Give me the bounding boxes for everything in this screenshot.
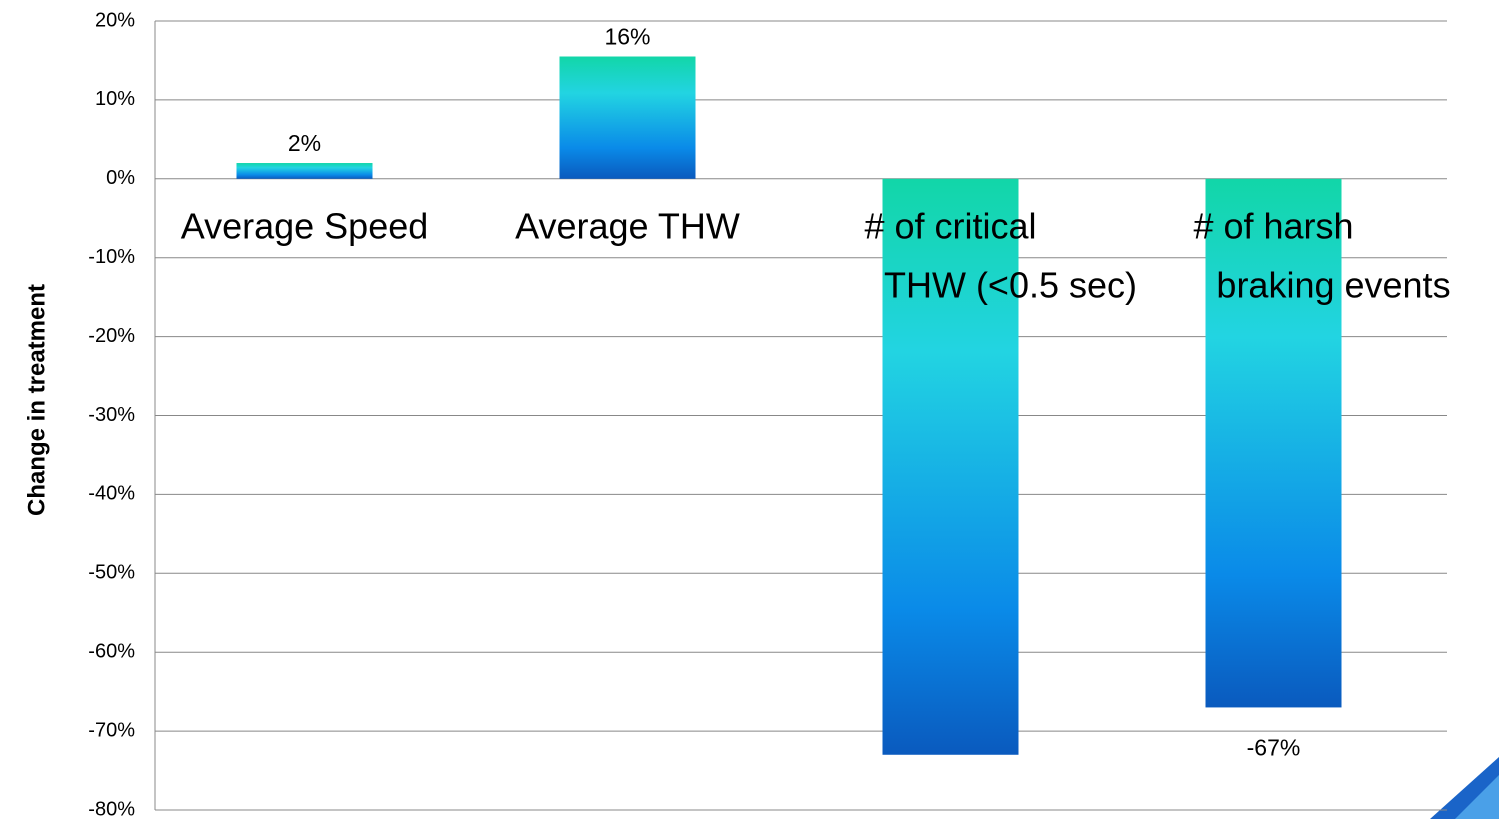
y-tick-label: 20% (95, 9, 135, 31)
value-label: -67% (1247, 735, 1301, 761)
y-tick-label: -30% (88, 404, 135, 426)
bar (236, 163, 373, 179)
y-tick-label: -20% (88, 325, 135, 347)
y-tick-label: 0% (106, 167, 135, 189)
x-tick-label: # of critical (864, 206, 1036, 247)
x-tick-label: Average Speed (181, 206, 429, 247)
bar (559, 56, 696, 179)
x-tick-label: # of harsh (1193, 206, 1353, 247)
bar (882, 178, 1019, 755)
y-tick-label: -50% (88, 562, 135, 584)
value-label: 2% (288, 130, 321, 156)
y-tick-label: -60% (88, 640, 135, 662)
x-tick-label: THW (<0.5 sec) (884, 265, 1137, 306)
y-tick-label: -80% (88, 798, 135, 819)
y-tick-label: 10% (95, 88, 135, 110)
bar (1205, 178, 1342, 708)
x-tick-label: braking events (1216, 265, 1450, 306)
y-tick-label: -40% (88, 483, 135, 505)
y-tick-label: -70% (88, 719, 135, 741)
y-tick-label: -10% (88, 246, 135, 268)
corner-decoration (1455, 775, 1499, 819)
x-tick-label: Average THW (515, 206, 740, 247)
value-label: 16% (604, 24, 650, 50)
y-axis-label: Change in treatment (23, 284, 50, 516)
